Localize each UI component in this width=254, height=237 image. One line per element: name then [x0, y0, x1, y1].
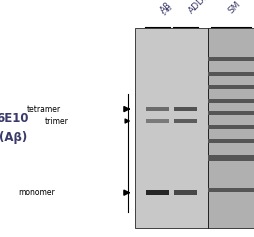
Bar: [146, 119, 169, 123]
Bar: [208, 72, 254, 76]
Bar: [146, 190, 169, 196]
Bar: [208, 111, 254, 115]
Bar: [208, 125, 254, 129]
Text: (Aβ): (Aβ): [0, 131, 27, 144]
Bar: [208, 139, 254, 143]
Bar: [174, 190, 197, 196]
Text: 1-42: 1-42: [162, 4, 174, 17]
Text: 6E10: 6E10: [0, 112, 29, 125]
Text: SM: SM: [227, 0, 243, 15]
Bar: [208, 28, 254, 228]
Bar: [208, 57, 254, 61]
Bar: [208, 99, 254, 103]
Text: tetramer: tetramer: [27, 105, 61, 114]
Bar: [208, 85, 254, 89]
Bar: [135, 28, 208, 228]
Text: trimer: trimer: [45, 117, 69, 126]
Bar: [208, 187, 254, 192]
Bar: [174, 107, 197, 111]
Text: Aβ: Aβ: [159, 1, 173, 15]
Bar: [146, 107, 169, 111]
Bar: [208, 155, 254, 161]
Text: ADDL: ADDL: [187, 0, 211, 15]
Bar: [174, 119, 197, 123]
Text: monomer: monomer: [18, 188, 55, 197]
